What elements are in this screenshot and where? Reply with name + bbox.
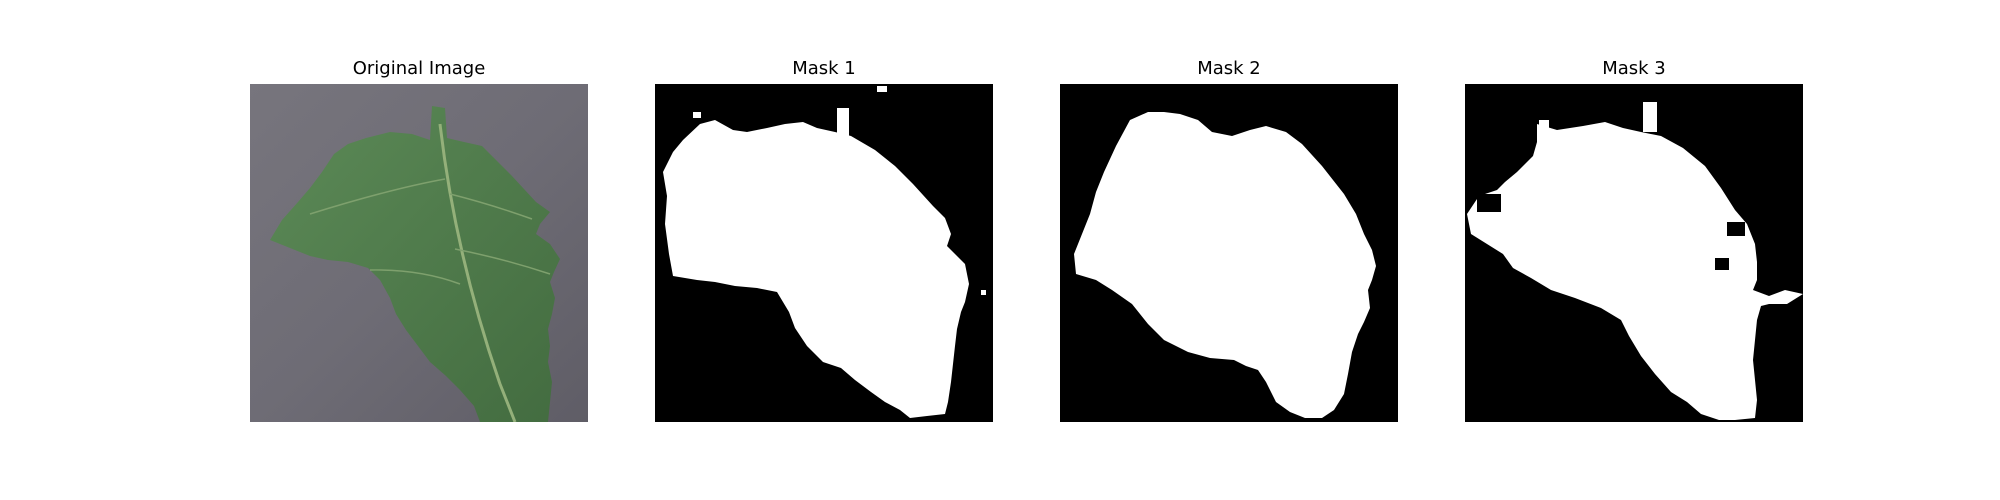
leaf-vein [449, 193, 533, 220]
panel-title: Original Image [352, 58, 486, 79]
leaf-photo [250, 84, 588, 422]
panel-title: Mask 3 [1602, 58, 1666, 79]
mask-speck [693, 112, 701, 118]
mask-stem [1643, 102, 1657, 132]
leaf-midrib [438, 123, 517, 422]
mask-2-image [1060, 84, 1398, 422]
mask-hole [1715, 258, 1729, 270]
leaf-vein [309, 178, 446, 215]
leaf-vein [369, 269, 461, 285]
mask-speck [1539, 120, 1549, 132]
mask-1-image [655, 84, 993, 422]
mask-speck [877, 86, 887, 92]
leaf-vein [454, 248, 551, 275]
panel-mask-2: Mask 2 [1060, 0, 1398, 500]
mask-region [1467, 122, 1803, 420]
mask-region [1074, 112, 1376, 418]
panel-mask-1: Mask 1 [655, 0, 993, 500]
panel-mask-3: Mask 3 [1465, 0, 1803, 500]
panel-original-image: Original Image [250, 0, 588, 500]
mask-region [663, 120, 969, 418]
mask-hole [1727, 222, 1745, 236]
panel-title: Mask 1 [792, 58, 856, 79]
mask-speck [981, 290, 986, 295]
mask-stem [837, 108, 849, 138]
mask-3-image [1465, 84, 1803, 422]
mask-hole [1477, 194, 1501, 212]
panel-title: Mask 2 [1197, 58, 1261, 79]
